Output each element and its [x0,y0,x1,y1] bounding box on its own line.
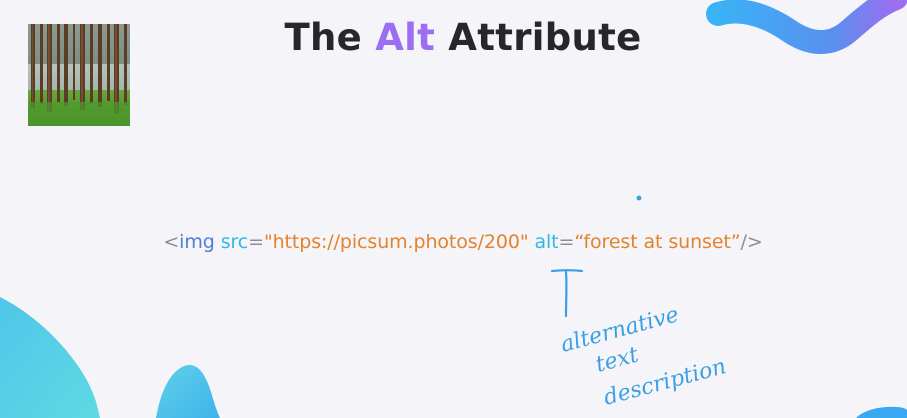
code-example: <img src="https://picsum.photos/200" alt… [0,231,907,253]
code-open-bracket: < [163,231,180,253]
annotation-line-3: description [601,354,729,411]
forest-image-icon [28,24,130,126]
center-wave-blob [156,364,220,418]
code-alt-attribute: alt [534,231,559,253]
ink-dot [636,195,642,201]
left-wave-blob [0,297,100,418]
code-src-value: "https://picsum.photos/200" [263,231,529,253]
title-accent-word: Alt [375,16,436,59]
forest-thumbnail [28,24,130,126]
annotation-line-1: alternative [558,302,681,358]
code-src-attribute: src [220,231,249,253]
code-tag-name: img [179,231,215,253]
code-equals: = [248,231,264,253]
title-prefix: The [284,16,376,59]
page-title: The Alt Attribute [0,16,907,59]
code-equals: = [558,231,575,253]
annotation-line-2: text [593,342,641,377]
code-close-bracket: /> [740,231,763,253]
code-alt-value: “forest at sunset” [574,231,741,253]
title-suffix: Attribute [435,16,642,59]
corner-blob [856,406,907,418]
ink-pointer-mark [550,269,584,318]
